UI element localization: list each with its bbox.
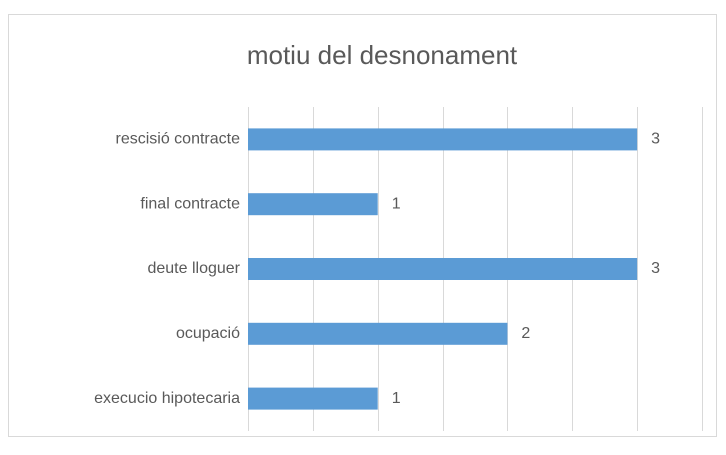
y-tick-label: final contracte [140, 195, 240, 212]
bar [248, 387, 378, 410]
data-label: 3 [651, 260, 660, 277]
y-tick-label: deute lloguer [147, 260, 240, 277]
bar [248, 128, 638, 151]
data-label: 2 [521, 325, 530, 342]
data-label: 3 [651, 131, 660, 148]
bar [248, 322, 508, 345]
data-label: 1 [392, 390, 401, 407]
y-tick-label: rescisió contracte [116, 131, 241, 148]
data-label: 1 [392, 195, 401, 212]
chart-title: motiu del desnonament [247, 40, 518, 70]
bar [248, 258, 638, 280]
y-tick-label: ocupació [176, 325, 240, 342]
chart-border [8, 14, 717, 437]
y-tick-label: execucio hipotecaria [94, 390, 240, 407]
bar [248, 193, 378, 216]
